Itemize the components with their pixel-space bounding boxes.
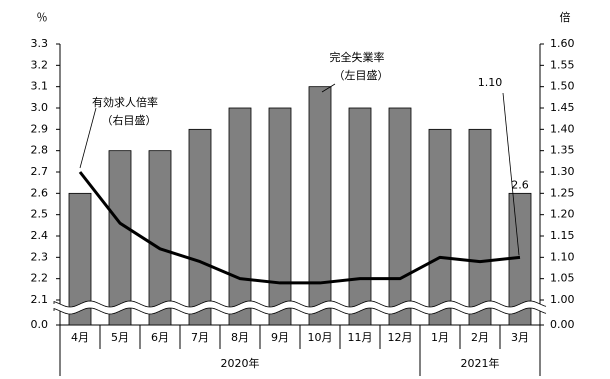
y-tick-label: 2.6 (31, 186, 49, 199)
y-tick-label: 2.2 (31, 272, 49, 285)
x-tick-label: 3月 (511, 331, 529, 344)
y2-tick-label: 1.10 (550, 250, 575, 263)
x-tick-label: 6月 (151, 331, 169, 344)
y2-tick-label: 1.55 (550, 58, 575, 71)
axis-break-line (53, 300, 547, 308)
y-tick-label: 2.7 (31, 165, 49, 178)
axis-break-fill (54, 301, 546, 314)
x-tick-label: 2月 (471, 331, 489, 344)
y2-tick-label: 1.15 (550, 229, 575, 242)
x-tick-label: 12月 (388, 331, 413, 344)
y2-tick-label: 1.00 (550, 293, 575, 306)
group-label: 2021年 (461, 356, 500, 370)
bar (348, 107, 372, 326)
y2-tick-label: 1.45 (550, 101, 575, 114)
y2-tick-label: 1.05 (550, 272, 575, 285)
leader-line (321, 83, 336, 93)
y2-tick-label: 1.40 (550, 122, 575, 135)
y-tick-label: 2.3 (31, 250, 49, 263)
bar (108, 150, 132, 326)
annotation: 有効求人倍率 (92, 95, 158, 109)
bar (268, 107, 292, 326)
x-tick-label: 11月 (348, 331, 373, 344)
x-tick-label: 4月 (71, 331, 89, 344)
y-tick-label: 2.9 (31, 122, 49, 135)
value-label: 1.10 (478, 76, 503, 89)
bar (148, 150, 172, 326)
x-tick-label: 1月 (431, 331, 449, 344)
annotation: （右目盛） (102, 113, 157, 127)
x-tick-label: 9月 (271, 331, 289, 344)
line (78, 171, 521, 285)
y-tick-label: 0.0 (31, 318, 49, 331)
group-label: 2020年 (221, 356, 260, 370)
y2-unit: 倍 (560, 10, 571, 24)
y-tick-label: 2.5 (31, 208, 49, 221)
x-tick-label: 7月 (191, 331, 209, 344)
bar (228, 107, 252, 326)
y-tick-label: 2.1 (31, 293, 49, 306)
leader-line (502, 92, 520, 256)
bar (188, 128, 212, 326)
y-tick-label: 3.1 (31, 80, 49, 93)
y-unit: ％ (37, 11, 48, 24)
y2-tick-label: 1.50 (550, 80, 575, 93)
y2-tick-label: 1.35 (550, 144, 575, 157)
y2-tick-label: 1.30 (550, 165, 575, 178)
annotation: （左目盛） (334, 68, 389, 82)
bar (468, 128, 492, 326)
x-tick-label: 5月 (111, 331, 129, 344)
y-tick-label: 3.2 (31, 58, 49, 71)
y-tick-label: 3.0 (31, 101, 49, 114)
y2-tick-label: 1.25 (550, 186, 575, 199)
y2-tick-label: 0.00 (550, 318, 575, 331)
y-tick-label: 3.3 (31, 37, 49, 50)
leader-line (79, 107, 97, 169)
y2-tick-label: 1.60 (550, 37, 575, 50)
y2-tick-label: 1.20 (550, 208, 575, 221)
y-tick-label: 2.4 (31, 229, 49, 242)
bar (68, 192, 92, 326)
x-tick-label: 10月 (308, 331, 333, 344)
y-tick-label: 2.8 (31, 144, 49, 157)
bar (388, 107, 412, 326)
bar (308, 86, 332, 326)
axis-break-line (53, 307, 547, 315)
x-tick-label: 8月 (231, 331, 249, 344)
bar (428, 128, 452, 326)
annotation: 完全失業率 (330, 50, 385, 64)
value-label: 2.6 (511, 178, 529, 191)
